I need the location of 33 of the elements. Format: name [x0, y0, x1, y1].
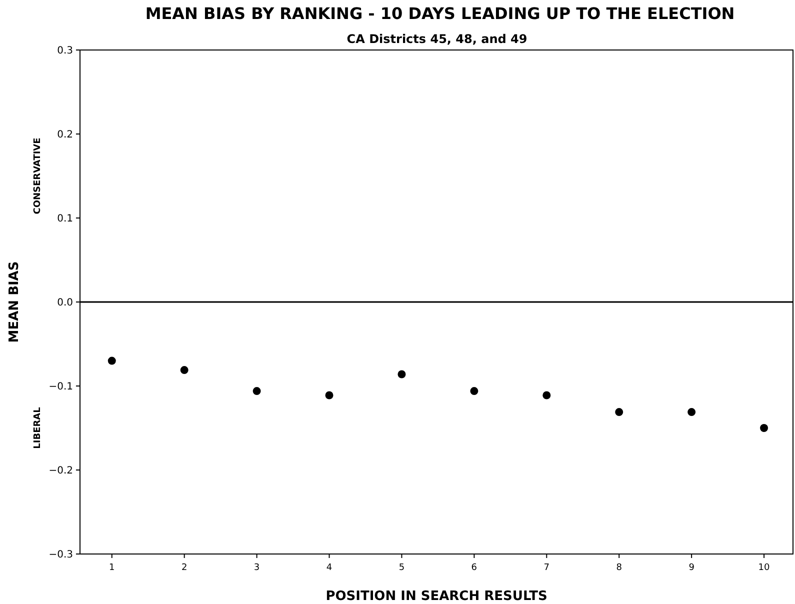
y-tick-label: 0.1 [57, 214, 73, 224]
point [325, 391, 334, 400]
x-axis-title: POSITION IN SEARCH RESULTS [326, 589, 548, 604]
y-axis-title: MEAN BIAS [7, 261, 22, 343]
point [688, 408, 696, 416]
point [760, 424, 768, 432]
x-tick-label: 5 [398, 563, 405, 573]
text: LIBERAL [33, 406, 43, 449]
point [542, 391, 551, 400]
point [398, 370, 406, 378]
y-tick-label: −0.1 [48, 382, 73, 392]
y-tick-label: −0.2 [48, 466, 73, 476]
y-tick-label: 0.0 [57, 298, 73, 308]
chart-title: MEAN BIAS BY RANKING - 10 DAYS LEADING UP TO THE ELECTION [145, 4, 735, 23]
x-tick-label: 8 [616, 563, 622, 573]
text: CONSERVATIVE [33, 138, 43, 214]
x-tick-label: 6 [471, 563, 478, 573]
x-tick-label: 2 [181, 563, 188, 573]
y-tick-label: 0.3 [57, 46, 73, 56]
point [108, 356, 116, 365]
x-tick-label: 1 [109, 563, 115, 573]
x-tick-label: 4 [326, 563, 332, 573]
x-tick-label: 10 [758, 563, 770, 573]
point [615, 408, 624, 416]
point [180, 366, 188, 374]
x-tick-label: 3 [254, 563, 260, 573]
x-tick-label: 7 [544, 563, 550, 573]
chart-subtitle: CA Districts 45, 48, and 49 [346, 32, 528, 46]
point [470, 387, 478, 396]
point [252, 387, 261, 396]
y-tick-label: −0.3 [48, 550, 73, 560]
y-tick-label: 0.2 [57, 130, 73, 140]
x-tick-label: 9 [688, 563, 695, 573]
